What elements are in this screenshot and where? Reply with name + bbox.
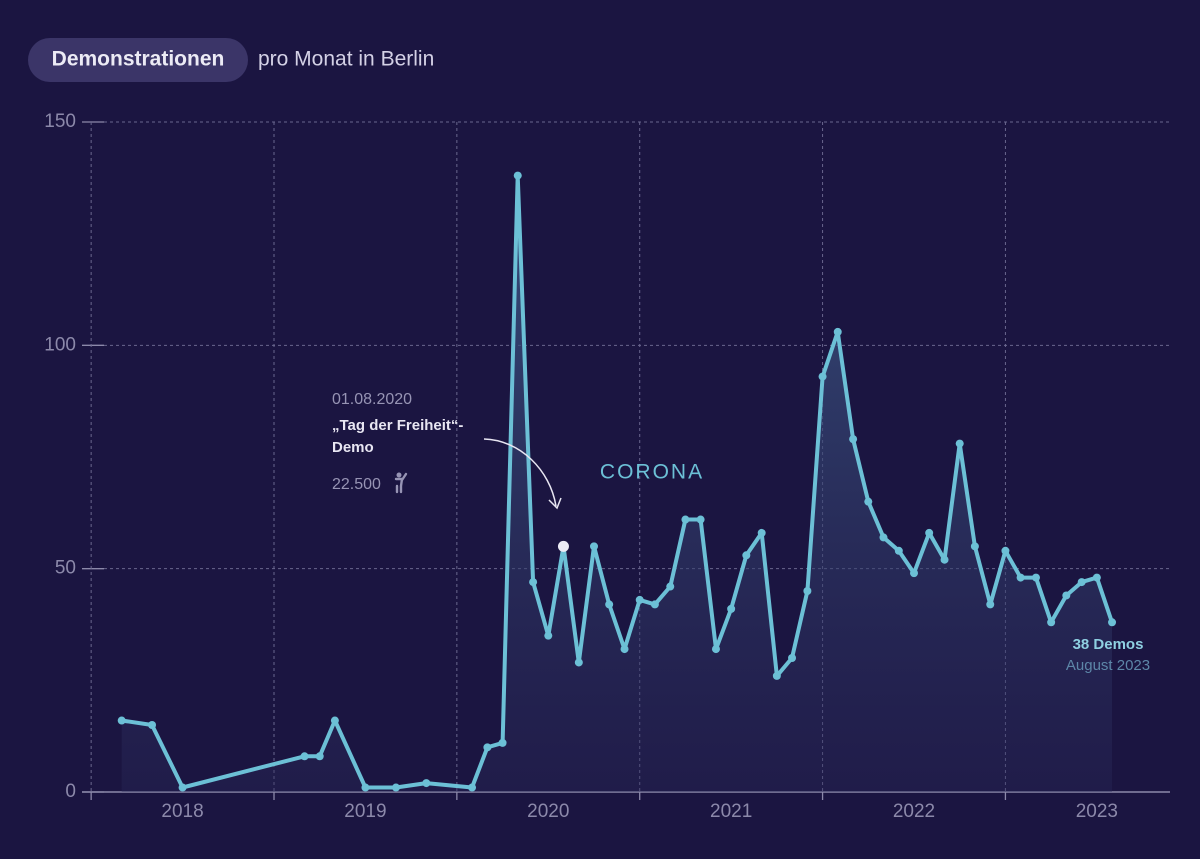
point bbox=[1047, 618, 1056, 627]
point bbox=[529, 578, 538, 587]
point bbox=[498, 738, 507, 747]
point bbox=[330, 716, 339, 725]
annotation-title: Demo bbox=[332, 439, 374, 456]
annotation-title: „Tag der Freiheit“- bbox=[332, 417, 463, 434]
point bbox=[864, 497, 873, 506]
point bbox=[178, 783, 187, 792]
title-pill bbox=[28, 38, 248, 82]
point bbox=[803, 587, 812, 595]
annotation-count: 22.500 bbox=[332, 476, 381, 493]
point bbox=[925, 528, 934, 537]
annotation-date: 01.08.2020 bbox=[332, 391, 412, 408]
y-tick-label: 150 bbox=[44, 111, 76, 132]
point bbox=[711, 645, 720, 654]
point bbox=[1016, 573, 1025, 582]
x-tick-label: 2019 bbox=[344, 801, 386, 822]
point bbox=[1031, 573, 1040, 582]
point bbox=[955, 439, 964, 448]
point bbox=[117, 716, 126, 725]
x-tick-label: 2023 bbox=[1076, 801, 1118, 822]
point bbox=[300, 752, 309, 761]
point bbox=[468, 783, 477, 792]
point bbox=[590, 542, 598, 551]
point bbox=[833, 327, 842, 336]
point bbox=[544, 631, 553, 640]
highlight-point bbox=[557, 540, 569, 552]
point bbox=[696, 515, 705, 524]
point bbox=[148, 721, 157, 729]
point bbox=[422, 779, 431, 788]
person-icon bbox=[394, 472, 408, 494]
y-tick-label: 0 bbox=[65, 781, 76, 802]
y-tick-label: 100 bbox=[44, 334, 76, 355]
point bbox=[681, 515, 690, 524]
point bbox=[742, 551, 751, 560]
x-tick-label: 2022 bbox=[893, 801, 935, 822]
point bbox=[757, 528, 766, 537]
point bbox=[986, 600, 995, 609]
period-label: CORONA bbox=[600, 461, 704, 484]
point bbox=[1001, 546, 1010, 555]
area bbox=[121, 175, 1112, 793]
y-tick-label: 50 bbox=[55, 558, 76, 579]
point bbox=[635, 595, 644, 604]
end-value-label: 38 Demos bbox=[1073, 636, 1144, 653]
chart-subtitle: pro Monat in Berlin bbox=[258, 48, 434, 71]
point bbox=[391, 783, 400, 792]
point bbox=[650, 600, 659, 609]
point bbox=[620, 645, 629, 654]
chart-title: Demonstrationen bbox=[52, 48, 225, 71]
point bbox=[894, 546, 903, 555]
point bbox=[788, 654, 797, 662]
point bbox=[879, 533, 888, 542]
annotation-arrow bbox=[483, 438, 557, 507]
point bbox=[315, 752, 324, 761]
point bbox=[1062, 591, 1071, 600]
point bbox=[1092, 573, 1101, 582]
x-tick-label: 2020 bbox=[527, 801, 569, 822]
point bbox=[910, 569, 918, 578]
point bbox=[727, 604, 736, 613]
line bbox=[121, 173, 1114, 790]
end-date-label: August 2023 bbox=[1066, 657, 1150, 674]
point bbox=[1108, 618, 1117, 627]
point bbox=[361, 783, 370, 792]
point bbox=[970, 542, 979, 551]
point bbox=[666, 582, 675, 591]
x-tick-label: 2018 bbox=[161, 801, 203, 822]
point bbox=[940, 555, 949, 564]
point bbox=[818, 372, 827, 381]
point bbox=[574, 658, 583, 667]
x-tick-label: 2021 bbox=[710, 801, 752, 822]
point bbox=[849, 435, 858, 444]
point bbox=[1077, 578, 1086, 587]
point bbox=[772, 671, 781, 680]
annotation-arrowhead bbox=[548, 497, 562, 510]
point bbox=[483, 743, 492, 752]
point bbox=[513, 171, 522, 180]
point bbox=[605, 600, 614, 609]
